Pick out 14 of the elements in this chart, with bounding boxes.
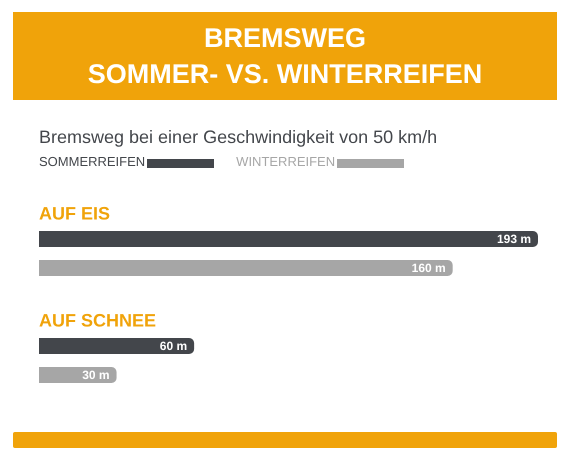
chart-subtitle: Bremsweg bei einer Geschwindigkeit von 50 km/h (39, 127, 438, 148)
y-tick-label: AUF SCHNEE (39, 310, 156, 330)
data-label: 60 m (160, 339, 188, 353)
data-label: 193 m (496, 232, 531, 246)
text: SOMMERREIFEN (39, 154, 146, 169)
bar (39, 338, 194, 354)
bar (39, 367, 117, 383)
data-label: 160 m (412, 261, 446, 275)
y-tick-label: AUF EIS (39, 204, 110, 224)
bar (39, 231, 538, 247)
data-label: 30 m (82, 368, 110, 382)
text: WINTERREIFEN (236, 154, 336, 169)
bar (39, 260, 453, 276)
chart-title: BREMSWEG SOMMER- VS. WINTERREIFEN (13, 12, 557, 100)
